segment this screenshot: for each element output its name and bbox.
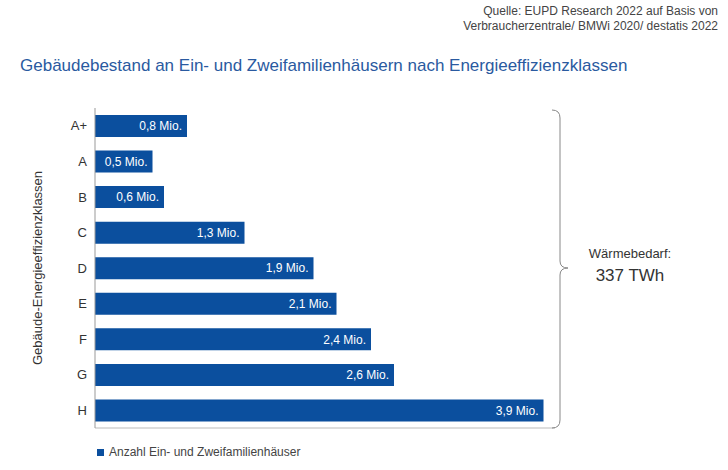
html-text:Anzahl Ein- und Zweifamilienhä: Anzahl Ein- und Zweifamilienhäuser: [109, 445, 301, 459]
svg-text:H: H: [78, 403, 87, 418]
svg-text:337 TWh: 337 TWh: [596, 266, 665, 285]
html-text:Gebäudebestand an Ein- und Zwe: Gebäudebestand an Ein- und Zweifamilienh…: [20, 56, 628, 75]
svg-text:B: B: [78, 190, 87, 205]
svg-text:C: C: [78, 225, 87, 240]
svg-text:1,9 Mio.: 1,9 Mio.: [266, 261, 309, 275]
svg-text:E: E: [78, 296, 87, 311]
svg-text:1,3 Mio.: 1,3 Mio.: [197, 226, 240, 240]
svg-text:0,5 Mio.: 0,5 Mio.: [105, 155, 148, 169]
svg-text:Wärmebedarf:: Wärmebedarf:: [589, 246, 671, 261]
svg-text:Gebäude-Energieeffizienzklasse: Gebäude-Energieeffizienzklassen: [30, 171, 45, 365]
svg-text:A: A: [78, 154, 87, 169]
svg-text:G: G: [77, 367, 87, 382]
html-text:Quelle: EUPD Research 2022 auf: Quelle: EUPD Research 2022 auf Basis von: [483, 4, 718, 18]
svg-text:D: D: [78, 261, 87, 276]
svg-text:3,9 Mio.: 3,9 Mio.: [496, 404, 539, 418]
svg-text:0,8 Mio.: 0,8 Mio.: [139, 119, 182, 133]
svg-text:2,6 Mio.: 2,6 Mio.: [346, 368, 389, 382]
svg-text:F: F: [79, 332, 87, 347]
svg-text:2,1 Mio.: 2,1 Mio.: [289, 297, 332, 311]
svg-text:0,6 Mio.: 0,6 Mio.: [116, 190, 159, 204]
html-text:Verbraucherzentrale/ BMWi 2020: Verbraucherzentrale/ BMWi 2020/ destatis…: [463, 19, 718, 33]
svg-text:2,4 Mio.: 2,4 Mio.: [323, 333, 366, 347]
svg-text:A+: A+: [71, 118, 87, 133]
